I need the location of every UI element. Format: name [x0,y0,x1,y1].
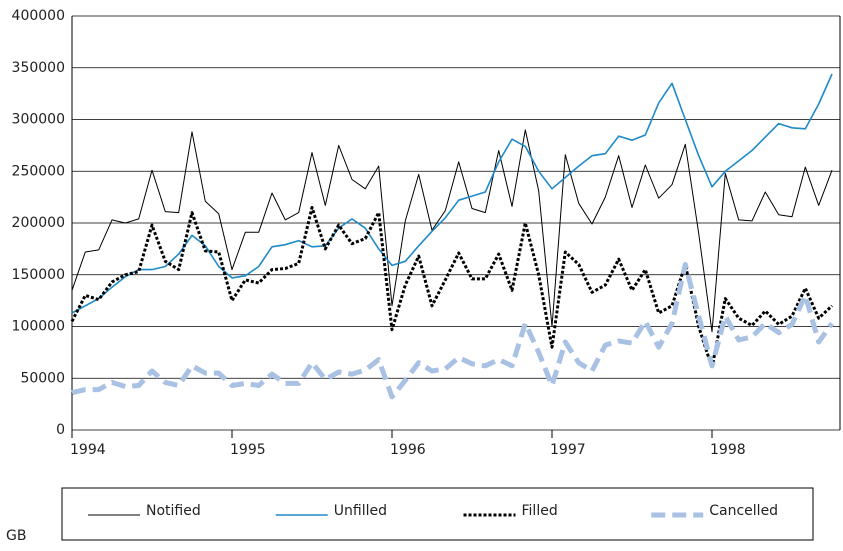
y-tick-label: 150000 [12,267,65,283]
y-tick-label: 250000 [12,163,65,179]
series-line [71,261,835,400]
x-tick-label: 1996 [390,442,426,458]
x-tick-label: 1995 [230,442,266,458]
legend-label: Cancelled [709,503,778,519]
y-tick-label: 350000 [12,60,65,76]
note: GB [6,528,26,544]
y-tick-label: 300000 [12,112,65,128]
legend-label: Notified [146,503,201,519]
legend-label: Filled [522,503,558,519]
y-tick-label: 400000 [12,8,65,24]
x-tick-label: 1994 [70,442,106,458]
series-line [70,206,834,370]
x-tick-label: 1998 [710,442,746,458]
x-tick-label: 1997 [550,442,586,458]
legend-box [61,487,814,541]
y-tick-label: 50000 [20,370,65,386]
series-line [71,73,833,314]
y-tick-label: 200000 [12,215,65,231]
y-tick-label: 0 [56,422,65,438]
legend-label: Unfilled [334,503,387,519]
series-line [71,129,833,333]
y-tick-label: 100000 [12,319,65,335]
